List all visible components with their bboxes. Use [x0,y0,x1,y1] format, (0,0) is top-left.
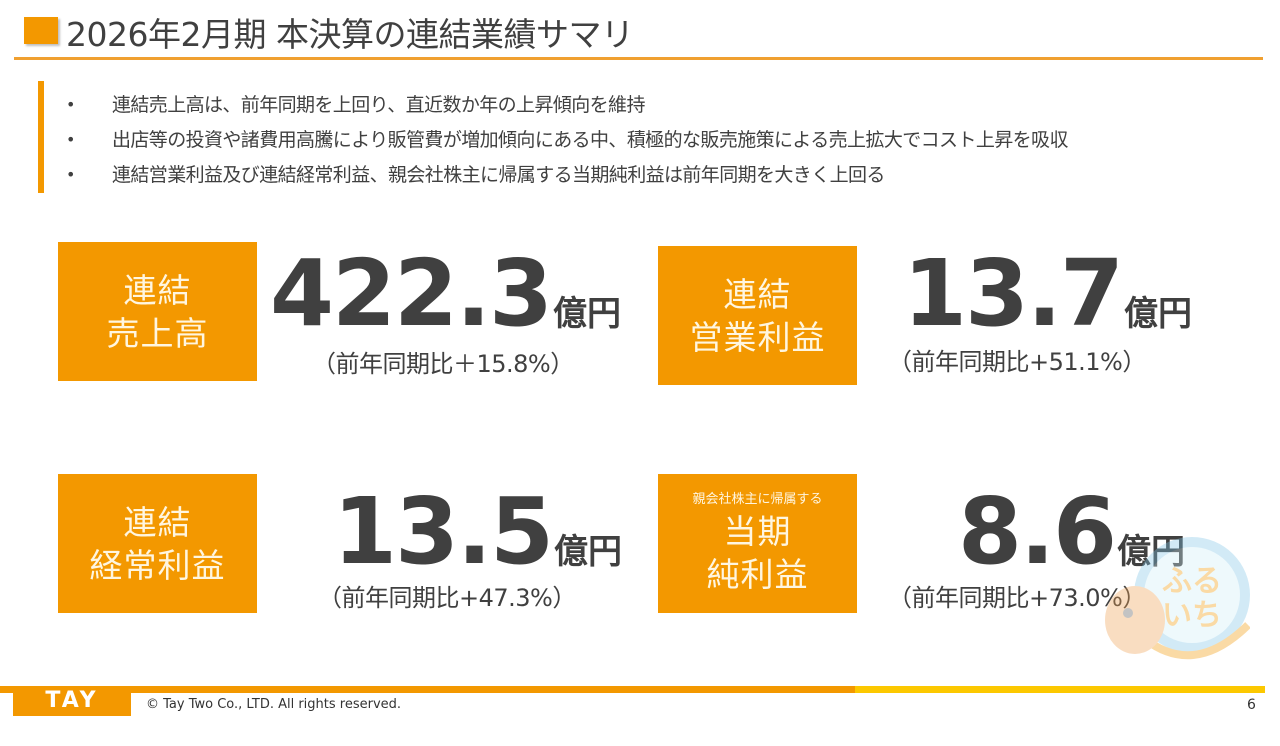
mascot-watermark-icon: ふる いち [1105,537,1250,660]
svg-text:ふる: ふる [1162,564,1222,599]
footer-bar-yellow [855,686,1265,693]
footer-bar-orange [0,686,855,693]
page-number: 6 [1247,697,1256,713]
kpi-unit: 億円 [1116,532,1185,572]
kpi-label-line1: 連結 [723,274,792,314]
kpi-number: 422.3 [270,240,553,347]
kpi-label-line2: 営業利益 [689,317,826,357]
kpi-label-ordinary-profit: 連結 経常利益 [58,474,257,613]
kpi-yoy-net-income: （前年同期比+73.0%） [888,584,1146,612]
kpi-number: 8.6 [958,478,1117,585]
kpi-yoy-ordinary-profit: （前年同期比+47.3%） [318,584,576,612]
kpi-unit: 億円 [553,294,622,334]
kpi-label-line2: 純利益 [706,555,809,594]
kpi-value-net-sales: 422.3億円 [270,248,621,340]
page-title: 2026年2月期 本決算の連結業績サマリ [66,15,634,54]
summary-bullets: • 連結売上高は、前年同期を上回り、直近数か年の上昇傾向を維持 • 出店等の投資や諸… [66,90,1068,195]
title-divider [14,57,1263,60]
copyright-text: © Tay Two Co., LTD. All rights reserved. [146,697,402,712]
bullet-item: • 連結営業利益及び連結経常利益、親会社株主に帰属する当期純利益は前年同期を大きく… [66,160,1068,195]
kpi-unit: 億円 [1124,294,1192,334]
bullet-item: • 連結売上高は、前年同期を上回り、直近数か年の上昇傾向を維持 [66,90,1068,125]
kpi-unit: 億円 [554,532,622,572]
kpi-label-line1: 連結 [123,502,192,542]
bullet-accent-bar [38,81,44,193]
kpi-yoy-net-sales: （前年同期比＋15.8%） [312,350,574,378]
bullet-dot-icon: • [66,130,75,149]
company-logo: TAY TWO [13,686,131,743]
kpi-label-net-income: 親会社株主に帰属する 当期 純利益 [658,474,857,613]
kpi-label-line2: 経常利益 [89,545,226,585]
bullet-text: 連結営業利益及び連結経常利益、親会社株主に帰属する当期純利益は前年同期を大きく上… [112,164,885,186]
kpi-label-line1: 当期 [723,512,792,551]
kpi-number: 13.5 [333,478,554,585]
bullet-item: • 出店等の投資や諸費用高騰により販管費が増加傾向にある中、積極的な販売施策による… [66,125,1068,160]
svg-text:いち: いち [1162,598,1222,633]
kpi-value-ordinary-profit: 13.5億円 [333,486,622,578]
bullet-dot-icon: • [66,165,75,184]
kpi-value-operating-profit: 13.7億円 [903,248,1192,340]
kpi-label-net-sales: 連結 売上高 [58,242,257,381]
title-marker [24,17,58,44]
kpi-value-net-income: 8.6億円 [958,486,1185,578]
kpi-number: 13.7 [903,240,1124,347]
bullet-text: 出店等の投資や諸費用高騰により販管費が増加傾向にある中、積極的な販売施策による売… [112,129,1068,151]
bullet-text: 連結売上高は、前年同期を上回り、直近数か年の上昇傾向を維持 [112,94,645,116]
kpi-label-line1: 連結 [123,270,192,310]
kpi-yoy-operating-profit: （前年同期比+51.1%） [888,348,1146,376]
kpi-label-operating-profit: 連結 営業利益 [658,246,857,385]
bullet-dot-icon: • [66,95,75,114]
kpi-label-line2: 売上高 [106,313,209,353]
kpi-label-note: 親会社株主に帰属する [692,492,823,507]
